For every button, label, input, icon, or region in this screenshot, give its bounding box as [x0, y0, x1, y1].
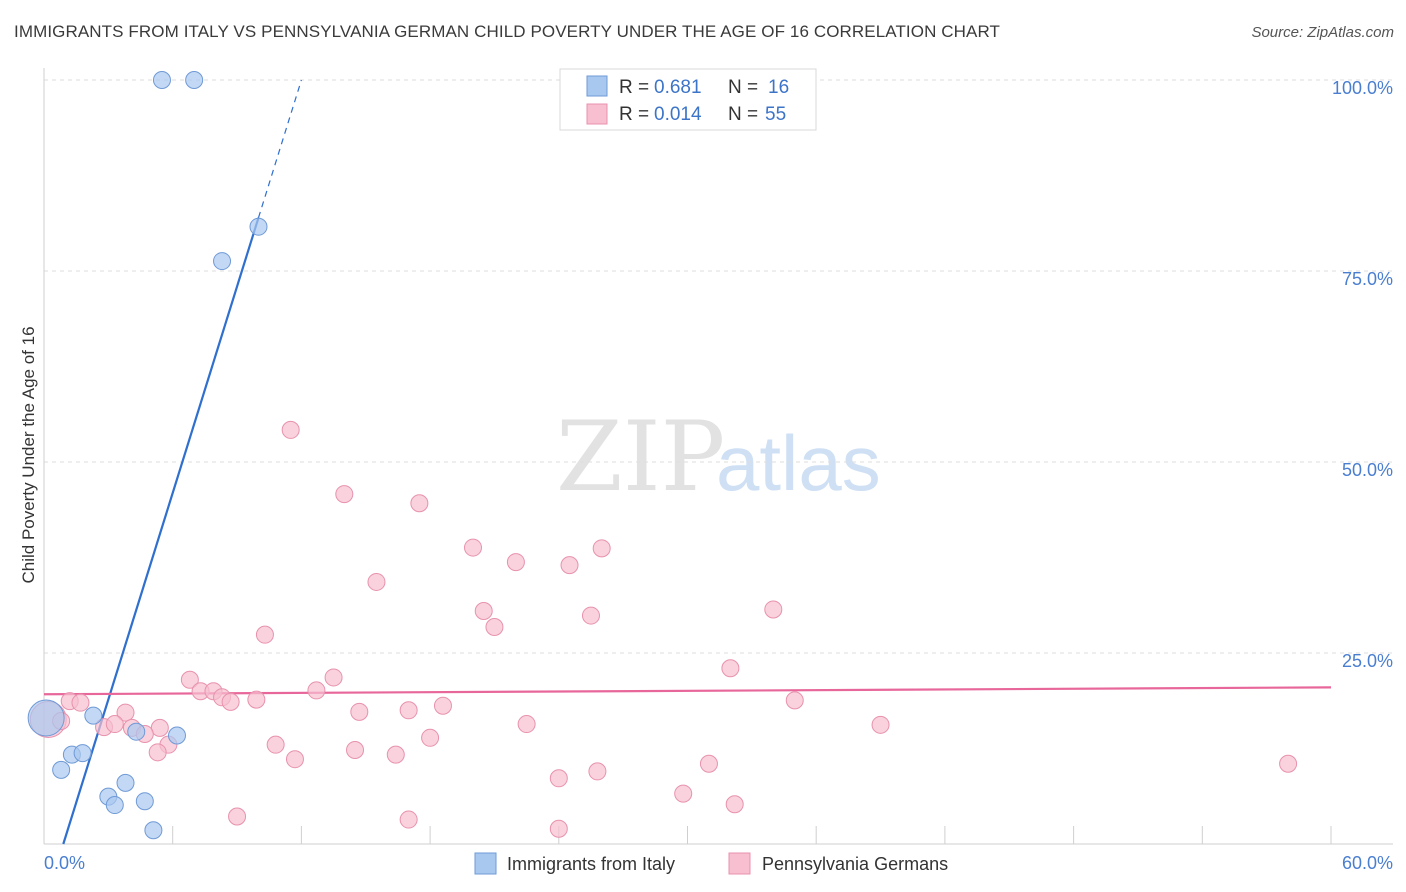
pa-german-point — [266, 735, 285, 754]
stats-r-value-pa-german: 0.014 — [654, 104, 702, 125]
italy-point — [185, 71, 204, 89]
italy-trend-line — [62, 217, 260, 845]
pa-german-point — [560, 556, 579, 575]
pa-german-point — [721, 659, 740, 678]
pa-german-point — [464, 538, 482, 557]
gridlines — [44, 79, 1393, 654]
legend-label-italy: Immigrants from Italy — [507, 854, 675, 874]
stats-swatch-pa-german — [586, 103, 608, 125]
y-tick-label: 75.0% — [1342, 269, 1393, 289]
watermark-zip: ZIP — [556, 401, 725, 513]
stats-n-value-italy: 16 — [768, 77, 789, 98]
pa-german-point — [506, 553, 525, 572]
stats-r-label-italy: R = — [619, 77, 649, 98]
y-tick-label: 25.0% — [1342, 651, 1393, 671]
stats-swatch-italy — [586, 75, 608, 97]
pa-german-point — [71, 693, 90, 712]
stats-legend: R = 0.681 N = 16 R = 0.014 N = 55 — [559, 68, 817, 131]
x-tick-label-max: 60.0% — [1342, 853, 1393, 873]
italy-point — [249, 217, 268, 236]
italy-point — [116, 773, 135, 792]
pa-german-point — [285, 750, 304, 769]
pa-german-point — [180, 670, 199, 689]
stats-r-value-italy: 0.681 — [654, 77, 702, 98]
pa-german-trend-line — [43, 686, 1332, 696]
pa-german-point — [350, 702, 369, 721]
pa-german-point — [307, 681, 326, 700]
pa-german-point — [549, 819, 568, 838]
pa-german-point — [699, 754, 718, 773]
pa-german-point — [150, 718, 169, 737]
series-legend: Immigrants from Italy Pennsylvania Germa… — [474, 852, 948, 875]
x-tick-label-min: 0.0% — [44, 853, 85, 873]
pa-german-point — [485, 618, 504, 637]
pa-german-point — [335, 485, 354, 504]
legend-swatch-pa-german — [728, 852, 751, 875]
italy-point — [84, 706, 103, 725]
italy-point — [152, 71, 171, 89]
pa-german-point — [281, 420, 300, 439]
pa-german-point — [105, 715, 124, 734]
pa-german-point — [433, 696, 452, 715]
pa-german-point — [346, 741, 365, 760]
italy-point — [167, 726, 186, 745]
pa-german-point — [581, 606, 600, 625]
pa-german-point — [764, 600, 783, 619]
pa-german-point — [221, 692, 240, 711]
pa-german-point — [324, 668, 343, 687]
stats-n-label-italy: N = — [728, 77, 758, 98]
legend-label-pa-german: Pennsylvania Germans — [762, 854, 948, 874]
pa-german-point — [148, 743, 167, 762]
pa-german-point — [255, 625, 274, 644]
pa-german-point — [116, 703, 135, 722]
italy-point — [135, 792, 154, 811]
italy-point — [73, 744, 92, 763]
pa-german-point — [1279, 754, 1298, 773]
pa-german-point — [228, 807, 247, 826]
italy-point — [27, 699, 65, 737]
tick-labels: 25.0% 50.0% 75.0% 100.0% 0.0% 60.0% — [44, 78, 1393, 873]
italy-point — [213, 252, 232, 271]
pa-german-point — [588, 762, 607, 781]
italy-point — [127, 722, 146, 741]
pa-german-point — [399, 701, 418, 720]
pa-german-point — [421, 728, 440, 747]
pa-german-point — [410, 494, 429, 513]
data-points — [27, 71, 1298, 840]
pa-german-point — [871, 715, 890, 734]
pa-german-point — [247, 690, 266, 709]
watermark-atlas: atlas — [716, 419, 881, 507]
italy-point — [52, 760, 71, 779]
pa-german-point — [674, 784, 693, 803]
pa-german-point — [549, 769, 568, 788]
stats-r-label-pa-german: R = — [619, 104, 649, 125]
chart-title: IMMIGRANTS FROM ITALY VS PENNSYLVANIA GE… — [14, 22, 1001, 41]
pa-german-point — [474, 601, 493, 620]
y-tick-label: 50.0% — [1342, 460, 1393, 480]
italy-point — [105, 796, 124, 815]
italy-trend-line-extension — [257, 79, 302, 218]
pa-german-point — [592, 539, 611, 558]
stats-n-value-pa-german: 55 — [765, 104, 786, 125]
italy-point — [144, 821, 163, 840]
pa-german-point — [367, 572, 386, 591]
pa-german-point — [399, 810, 418, 829]
pa-german-point — [386, 745, 405, 764]
pa-german-point — [785, 691, 804, 710]
y-axis-label: Child Poverty Under the Age of 16 — [19, 326, 38, 583]
legend-swatch-italy — [474, 852, 497, 875]
pa-german-point — [517, 715, 536, 734]
y-tick-label: 100.0% — [1332, 78, 1393, 98]
stats-n-label-pa-german: N = — [728, 104, 758, 125]
source-attribution: Source: ZipAtlas.com — [1251, 24, 1394, 41]
pa-german-point — [725, 795, 744, 814]
